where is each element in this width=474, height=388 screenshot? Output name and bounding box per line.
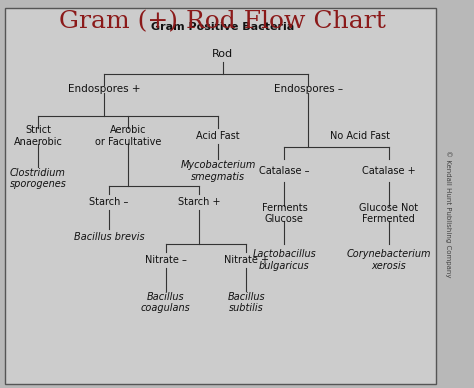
Text: Clostridium
sporogenes: Clostridium sporogenes: [9, 168, 66, 189]
FancyBboxPatch shape: [5, 8, 436, 384]
Text: Starch +: Starch +: [178, 197, 220, 207]
Text: Bacillus brevis: Bacillus brevis: [74, 232, 144, 242]
Text: Gram (+) Rod Flow Chart: Gram (+) Rod Flow Chart: [59, 10, 386, 33]
Text: Lactobacillus
bulgaricus: Lactobacillus bulgaricus: [253, 249, 316, 271]
Text: Gram Positive Bacteria: Gram Positive Bacteria: [151, 22, 294, 32]
Text: Ferments
Glucose: Ferments Glucose: [262, 203, 307, 224]
Text: Acid Fast: Acid Fast: [196, 131, 240, 141]
Text: No Acid Fast: No Acid Fast: [330, 131, 390, 141]
Text: Aerobic
or Facultative: Aerobic or Facultative: [95, 125, 161, 147]
Text: Catalase –: Catalase –: [259, 166, 310, 176]
Text: Nitrate –: Nitrate –: [145, 255, 187, 265]
Text: Corynebacterium
xerosis: Corynebacterium xerosis: [346, 249, 431, 271]
Text: Rod: Rod: [212, 49, 233, 59]
Text: Strict
Anaerobic: Strict Anaerobic: [13, 125, 63, 147]
Text: Starch –: Starch –: [89, 197, 129, 207]
Text: Bacillus
subtilis: Bacillus subtilis: [228, 292, 265, 314]
Text: Endospores +: Endospores +: [68, 84, 140, 94]
Text: Mycobacterium
smegmatis: Mycobacterium smegmatis: [180, 160, 256, 182]
Text: Catalase +: Catalase +: [362, 166, 416, 176]
Text: Endospores –: Endospores –: [273, 84, 343, 94]
Text: © Kendall Hunt Publishing Company: © Kendall Hunt Publishing Company: [445, 150, 451, 277]
Text: Bacillus
coagulans: Bacillus coagulans: [141, 292, 191, 314]
Text: Glucose Not
Fermented: Glucose Not Fermented: [359, 203, 418, 224]
Text: Nitrate +: Nitrate +: [224, 255, 269, 265]
